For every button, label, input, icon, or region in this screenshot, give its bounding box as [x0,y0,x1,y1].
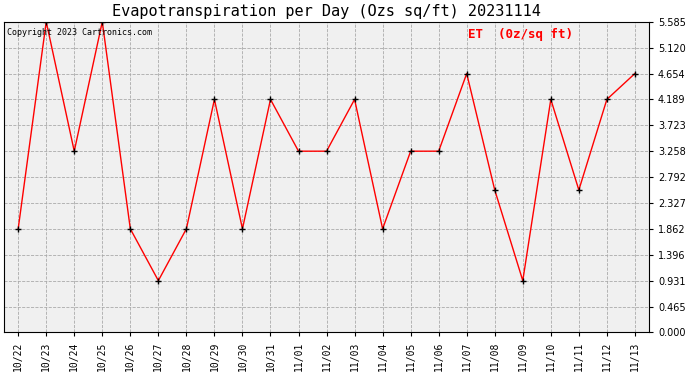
Text: ET  (0z/sq ft): ET (0z/sq ft) [469,28,573,41]
Title: Evapotranspiration per Day (Ozs sq/ft) 20231114: Evapotranspiration per Day (Ozs sq/ft) 2… [112,4,541,19]
Text: Copyright 2023 Cartronics.com: Copyright 2023 Cartronics.com [8,28,152,37]
